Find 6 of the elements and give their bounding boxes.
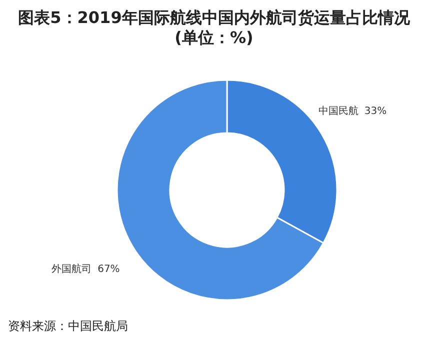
text: 资料来源：中国民航局 xyxy=(8,318,128,335)
chart-title: 图表5：2019年国际航线中国内外航司货运量占比情况(单位：%) xyxy=(17,8,411,48)
data-label: 67% xyxy=(98,264,120,275)
slice-label: 中国民航 xyxy=(318,105,358,118)
slice-label: 外国航司 xyxy=(52,262,92,275)
data-label: 33% xyxy=(364,106,387,118)
